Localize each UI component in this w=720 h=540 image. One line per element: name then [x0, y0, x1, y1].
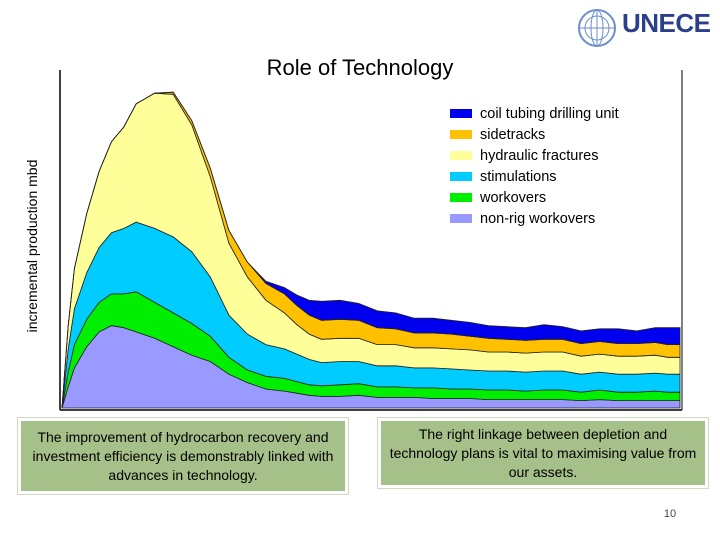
legend-label: stimulations: [480, 168, 557, 185]
legend-swatch: [450, 130, 472, 139]
legend-label: non-rig workovers: [480, 210, 596, 227]
page-number: 10: [663, 508, 677, 520]
legend-swatch: [450, 151, 472, 160]
legend-swatch: [450, 109, 472, 118]
legend-label: sidetracks: [480, 126, 546, 143]
area-series-coil-tubing-drilling-unit: [61, 91, 681, 409]
legend-item: hydraulic fractures: [450, 145, 660, 166]
legend-swatch: [450, 172, 472, 181]
legend-label: workovers: [480, 189, 547, 206]
legend-item: stimulations: [450, 166, 660, 187]
un-emblem-logo: [578, 9, 616, 47]
legend-item: sidetracks: [450, 124, 660, 145]
legend-label: hydraulic fractures: [480, 147, 599, 164]
legend-swatch: [450, 214, 472, 223]
legend-item: non-rig workovers: [450, 208, 660, 229]
legend-item: workovers: [450, 187, 660, 208]
legend-item: coil tubing drilling unit: [450, 103, 660, 124]
callout-depletion-linkage: The right linkage between depletion and …: [377, 417, 709, 489]
legend-label: coil tubing drilling unit: [480, 105, 619, 122]
chart-title: Role of Technology: [266, 55, 454, 80]
chart-legend: coil tubing drilling unit sidetracks hydra…: [450, 103, 660, 229]
legend-swatch: [450, 193, 472, 202]
unece-logo-text: UNECE: [622, 8, 711, 38]
callout-technology-recovery: The improvement of hydrocarbon recovery …: [17, 417, 349, 495]
